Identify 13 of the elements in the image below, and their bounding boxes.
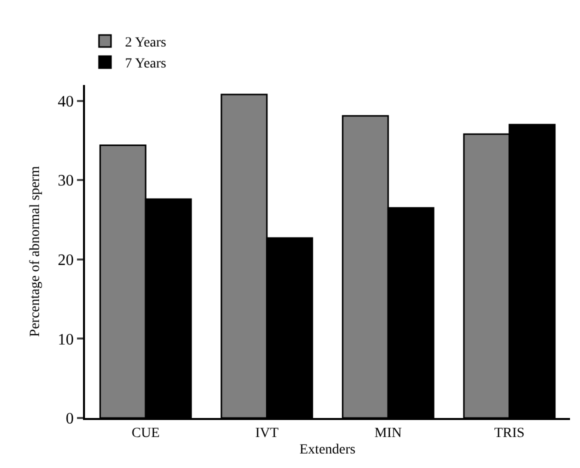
y-tick-label: 30 [58,172,74,190]
legend-label: 7 Years [125,56,166,72]
y-axis-title: Percentage of abnormal sperm [28,166,43,337]
x-tick-label: IVT [255,426,279,441]
y-tick-label: 10 [58,331,74,348]
y-tick-label: 40 [58,93,74,110]
y-tick-label: 20 [58,252,74,270]
x-axis-title: Extenders [300,442,356,458]
x-tick-label: MIN [374,426,402,441]
x-tick-label: CUE [132,426,160,441]
x-tick-label: TRIS [494,426,525,441]
y-tick-label: 0 [66,410,74,428]
legend-label: 2 Years [125,35,166,50]
